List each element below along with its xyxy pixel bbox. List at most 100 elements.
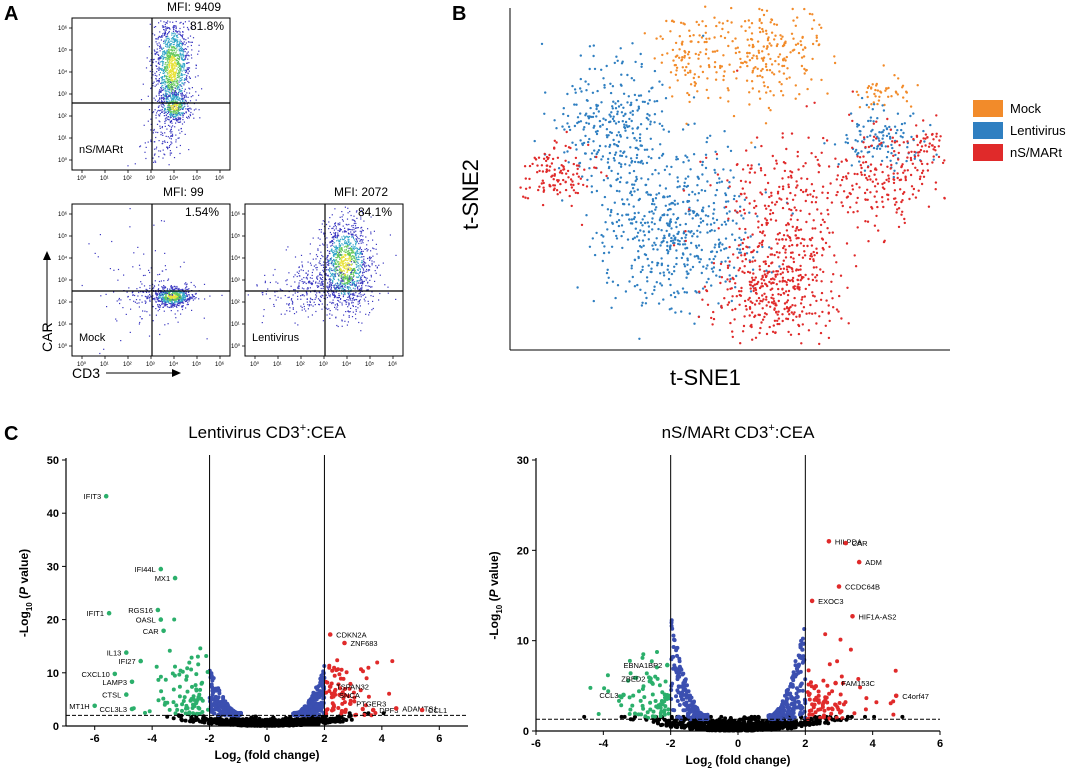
flow-dot	[146, 291, 148, 293]
flow-dot	[179, 144, 181, 147]
tsne-dot	[769, 21, 772, 24]
flow-dot	[186, 75, 188, 77]
flow-dot	[167, 98, 170, 100]
flow-dot	[367, 300, 369, 302]
flow-dot	[143, 291, 145, 293]
flow-dot	[339, 246, 341, 248]
flow-dot	[337, 232, 339, 234]
flow-dot	[307, 316, 309, 318]
flow-dot	[353, 219, 355, 221]
flow-dot	[120, 340, 122, 342]
flow-dot	[352, 279, 354, 281]
flow-dot	[158, 150, 160, 152]
flow-dot	[160, 300, 162, 302]
flow-dot	[288, 303, 290, 305]
flow-dot	[332, 243, 334, 245]
flow-dot	[160, 95, 163, 97]
flow-dot	[316, 292, 318, 294]
flow-dot	[158, 94, 160, 96]
flow-dot	[175, 35, 177, 37]
flow-dot	[359, 311, 361, 313]
flow-dot	[354, 253, 357, 255]
flow-dot	[162, 86, 164, 89]
flow-dot	[300, 305, 302, 307]
tsne-dot	[788, 76, 791, 79]
tsne-dot	[653, 121, 656, 124]
flow-x-tick-label: 10¹	[273, 362, 282, 368]
tsne-dot	[708, 258, 711, 261]
flow-dot	[314, 298, 316, 300]
flow-dot	[171, 37, 174, 39]
flow-dot	[166, 113, 169, 115]
tsne-dot	[771, 71, 774, 74]
flow-dot	[173, 38, 175, 40]
flow-dot	[165, 90, 167, 92]
flow-dot	[360, 232, 362, 234]
flow-dot	[319, 274, 321, 276]
flow-dot	[147, 296, 149, 298]
flow-dot	[185, 42, 187, 44]
flow-dot	[188, 92, 191, 94]
flow-dot	[164, 40, 166, 43]
flow-dot	[190, 296, 192, 298]
flow-dot	[170, 132, 172, 134]
flow-dot	[171, 64, 173, 67]
flow-dot	[333, 278, 335, 280]
flow-dot	[172, 97, 174, 99]
flow-dot	[174, 68, 176, 70]
flow-dot	[181, 57, 183, 59]
flow-dot	[350, 233, 352, 235]
tsne-dot	[626, 198, 629, 201]
flow-dot	[357, 303, 359, 305]
flow-dot	[350, 276, 352, 278]
flow-dot	[361, 266, 363, 269]
flow-dot	[363, 271, 365, 273]
flow-dot	[174, 79, 176, 81]
flow-dot	[180, 296, 182, 298]
flow-dot	[175, 118, 177, 120]
flow-dot	[163, 99, 165, 101]
flow-dot	[339, 272, 341, 274]
flow-dot	[273, 305, 275, 307]
flow-dot	[181, 58, 183, 61]
flow-dot	[309, 297, 312, 299]
flow-dot	[183, 63, 185, 65]
flow-dot	[164, 26, 167, 28]
flow-dot	[186, 294, 188, 296]
flow-dot	[338, 241, 340, 243]
flow-dot	[171, 98, 173, 101]
flow-dot	[178, 137, 180, 139]
flow-dot	[350, 268, 352, 270]
flow-dot	[161, 61, 163, 63]
flow-dot	[334, 270, 336, 273]
flow-dot	[354, 271, 356, 273]
flow-dot	[182, 48, 184, 50]
flow-dot	[330, 233, 332, 235]
flow-dot	[172, 69, 174, 71]
flow-dot	[162, 288, 164, 290]
tsne-dot	[579, 54, 582, 57]
tsne-dot	[633, 136, 636, 140]
flow-dot	[167, 105, 169, 107]
flow-dot	[351, 316, 354, 318]
flow-dot	[190, 108, 192, 110]
flow-dot	[335, 226, 337, 228]
flow-dot	[162, 140, 164, 143]
flow-dot	[184, 48, 186, 50]
tsne-dot	[697, 57, 700, 60]
tsne-dot	[544, 91, 547, 94]
flow-dot	[348, 256, 350, 258]
tsne-dot	[673, 63, 676, 67]
flow-dot	[323, 244, 325, 246]
flow-dot	[174, 40, 176, 42]
flow-dot	[330, 283, 332, 286]
flow-dot	[178, 43, 180, 45]
flow-dot	[160, 280, 162, 282]
tsne-dot	[738, 248, 742, 251]
flow-dot	[179, 291, 181, 293]
tsne-dot	[707, 96, 710, 100]
flow-dot	[348, 241, 350, 243]
tsne-dot	[770, 31, 774, 34]
flow-dot	[164, 96, 166, 98]
flow-dot	[353, 238, 355, 240]
